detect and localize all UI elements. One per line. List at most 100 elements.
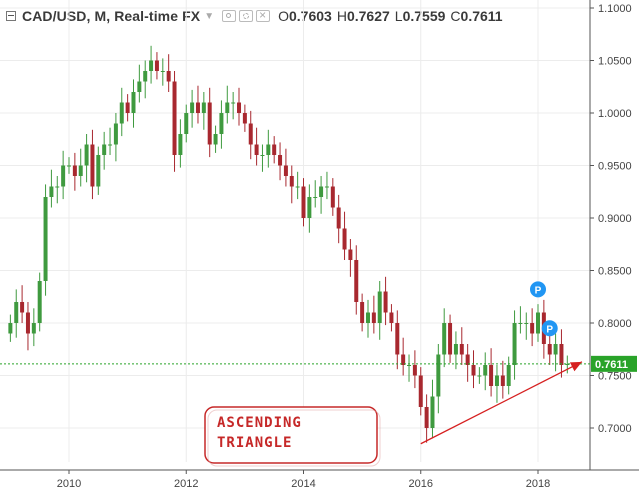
candle[interactable] bbox=[266, 129, 271, 168]
candle[interactable] bbox=[43, 184, 48, 296]
candle[interactable] bbox=[207, 87, 212, 158]
candle[interactable] bbox=[55, 176, 60, 204]
candle[interactable] bbox=[14, 289, 19, 338]
candle[interactable] bbox=[477, 367, 482, 384]
candle[interactable] bbox=[219, 100, 224, 149]
candle[interactable] bbox=[272, 136, 277, 164]
candle[interactable] bbox=[102, 131, 107, 170]
candle[interactable] bbox=[67, 157, 71, 174]
candle[interactable] bbox=[8, 314, 13, 342]
candle[interactable] bbox=[137, 64, 142, 103]
candle[interactable] bbox=[459, 327, 464, 365]
candle[interactable] bbox=[278, 142, 283, 181]
candle[interactable] bbox=[307, 184, 312, 233]
candle[interactable] bbox=[20, 285, 25, 323]
candle[interactable] bbox=[512, 310, 517, 380]
candle[interactable] bbox=[195, 85, 200, 124]
close-icon[interactable] bbox=[256, 8, 271, 22]
candle[interactable] bbox=[78, 148, 83, 187]
candle[interactable] bbox=[530, 308, 535, 347]
candle[interactable] bbox=[536, 304, 540, 342]
candle[interactable] bbox=[125, 94, 130, 122]
candle[interactable] bbox=[407, 354, 412, 382]
candle[interactable] bbox=[365, 299, 370, 338]
candle[interactable] bbox=[90, 129, 95, 200]
candle[interactable] bbox=[225, 85, 230, 124]
candle[interactable] bbox=[113, 113, 118, 162]
candle[interactable] bbox=[559, 329, 564, 378]
event-marker[interactable]: P bbox=[530, 281, 546, 298]
candle[interactable] bbox=[213, 125, 218, 153]
candle[interactable] bbox=[324, 171, 329, 200]
candle[interactable] bbox=[283, 148, 288, 187]
price-axis[interactable]: 1.1000 1.0500 1.0000 0.9500 0.9000 0.8500 0.80… bbox=[590, 3, 637, 435]
candle[interactable] bbox=[506, 356, 511, 395]
candle[interactable] bbox=[84, 134, 89, 183]
candle[interactable] bbox=[494, 365, 499, 403]
candle[interactable] bbox=[25, 302, 30, 351]
candle[interactable] bbox=[448, 314, 453, 363]
candle[interactable] bbox=[401, 337, 406, 376]
candle[interactable] bbox=[242, 104, 247, 132]
candle[interactable] bbox=[395, 310, 400, 370]
candle[interactable] bbox=[518, 306, 523, 334]
candle[interactable] bbox=[418, 367, 423, 416]
candle[interactable] bbox=[149, 45, 154, 84]
candle[interactable] bbox=[442, 308, 447, 368]
candle[interactable] bbox=[301, 178, 306, 227]
candle[interactable] bbox=[500, 360, 505, 399]
time-axis[interactable]: 2010 2012 2014 2016 2018 bbox=[57, 470, 550, 490]
candle[interactable] bbox=[336, 194, 341, 244]
candle[interactable] bbox=[436, 344, 441, 414]
collapse-icon[interactable] bbox=[6, 11, 16, 21]
candles[interactable] bbox=[0, 45, 590, 443]
candle[interactable] bbox=[313, 180, 318, 208]
candle[interactable] bbox=[254, 127, 259, 166]
candle[interactable] bbox=[354, 245, 359, 315]
chevron-down-icon[interactable]: ▼ bbox=[204, 10, 215, 22]
candle[interactable] bbox=[383, 276, 388, 326]
candle[interactable] bbox=[154, 52, 159, 80]
candle[interactable] bbox=[201, 92, 206, 130]
candle[interactable] bbox=[72, 152, 77, 191]
candle[interactable] bbox=[131, 79, 136, 128]
candle[interactable] bbox=[96, 146, 101, 195]
candle[interactable] bbox=[371, 295, 376, 334]
candle[interactable] bbox=[295, 171, 300, 200]
candle[interactable] bbox=[31, 308, 36, 347]
candle[interactable] bbox=[471, 350, 476, 389]
candle[interactable] bbox=[360, 293, 365, 332]
candle[interactable] bbox=[489, 348, 494, 397]
candle[interactable] bbox=[330, 178, 335, 216]
candle[interactable] bbox=[184, 104, 189, 143]
candle[interactable] bbox=[119, 87, 124, 137]
candle[interactable] bbox=[412, 350, 417, 389]
eye-icon[interactable] bbox=[222, 10, 237, 22]
candle[interactable] bbox=[553, 333, 558, 372]
candle[interactable] bbox=[377, 281, 382, 340]
event-marker[interactable]: P bbox=[541, 320, 558, 337]
candle[interactable] bbox=[143, 60, 148, 99]
candle[interactable] bbox=[565, 355, 570, 374]
candle[interactable] bbox=[483, 352, 488, 391]
candle[interactable] bbox=[108, 127, 113, 155]
candle[interactable] bbox=[190, 89, 195, 128]
candle[interactable] bbox=[430, 379, 435, 439]
candle[interactable] bbox=[37, 272, 42, 332]
candle[interactable] bbox=[342, 211, 347, 260]
candle[interactable] bbox=[248, 110, 253, 160]
candle[interactable] bbox=[160, 58, 165, 86]
candle[interactable] bbox=[348, 239, 353, 277]
gear-icon[interactable] bbox=[239, 10, 254, 22]
candle[interactable] bbox=[178, 119, 183, 168]
candle[interactable] bbox=[166, 54, 171, 92]
candle[interactable] bbox=[453, 331, 458, 370]
candle[interactable] bbox=[524, 312, 529, 340]
candle[interactable] bbox=[289, 165, 294, 204]
candle[interactable] bbox=[231, 92, 236, 120]
candle[interactable] bbox=[237, 87, 242, 126]
candle[interactable] bbox=[319, 176, 324, 214]
candle[interactable] bbox=[61, 150, 66, 200]
candle[interactable] bbox=[172, 71, 177, 172]
